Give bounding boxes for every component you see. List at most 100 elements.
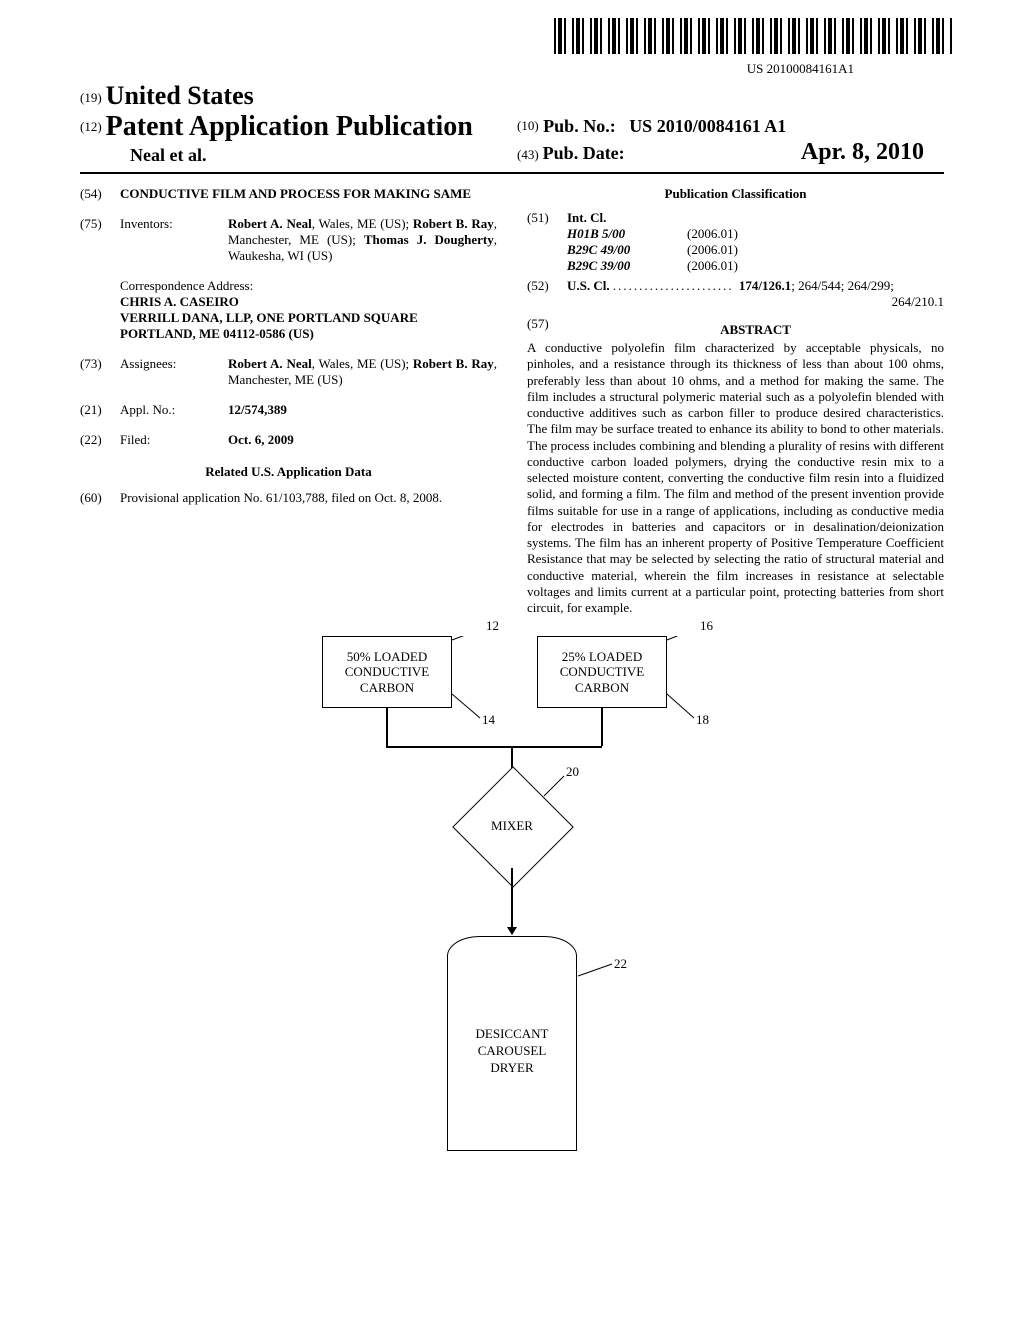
filed-value: Oct. 6, 2009 [228, 432, 497, 448]
uscl-field: (52) U.S. Cl. ....................... 17… [527, 278, 944, 310]
country-line: (19) United States [80, 81, 507, 111]
title-field: (54) CONDUCTIVE FILM AND PROCESS FOR MAK… [80, 186, 497, 202]
uscl-main: 174/126.1 [739, 278, 791, 293]
correspondence: Correspondence Address: CHRIS A. CASEIRO… [120, 278, 497, 342]
inventors-field: (75) Inventors: Robert A. Neal, Wales, M… [80, 216, 497, 264]
box2-l2: CONDUCTIVE [560, 664, 645, 680]
abstract-field: (57) ABSTRACT [527, 316, 944, 338]
intcl-ver: (2006.01) [687, 258, 738, 274]
filed-code: (22) [80, 432, 120, 448]
pub-type: Patent Application Publication [106, 111, 473, 142]
related-header: Related U.S. Application Data [80, 464, 497, 480]
classification-header: Publication Classification [527, 186, 944, 202]
uscl-dots: ....................... [613, 278, 739, 293]
correspondence-city: PORTLAND, ME 04112-0586 (US) [120, 326, 497, 342]
pub-no-label: Pub. No.: [543, 116, 616, 136]
inventors-code: (75) [80, 216, 120, 264]
intcl-field: (51) Int. Cl. H01B 5/00 (2006.01) B29C 4… [527, 210, 944, 274]
applno-label: Appl. No.: [120, 402, 228, 418]
intcl-cls: H01B 5/00 [567, 226, 687, 242]
pub-date: Apr. 8, 2010 [801, 139, 944, 166]
filed-field: (22) Filed: Oct. 6, 2009 [80, 432, 497, 448]
uscl-tail: 264/210.1 [567, 294, 944, 310]
related-text: Provisional application No. 61/103,788, … [120, 490, 497, 506]
country: United States [106, 81, 254, 110]
authors: Neal et al. [80, 145, 507, 166]
intcl-row: B29C 49/00 (2006.01) [567, 242, 944, 258]
correspondence-firm: VERRILL DANA, LLP, ONE PORTLAND SQUARE [120, 310, 497, 326]
related-field: (60) Provisional application No. 61/103,… [80, 490, 497, 506]
intcl-cls: B29C 39/00 [567, 258, 687, 274]
dryer-label: DESICCANT CAROUSEL DRYER [447, 1026, 577, 1077]
country-code: (19) [80, 90, 102, 105]
abstract-header: ABSTRACT [567, 322, 944, 338]
arrow [511, 868, 513, 934]
pub-date-line: (43) Pub. Date: Apr. 8, 2010 [517, 139, 944, 166]
line [386, 746, 602, 748]
inventors-label: Inventors: [120, 216, 228, 264]
box2-l3: CARBON [575, 680, 629, 696]
intcl-cls: B29C 49/00 [567, 242, 687, 258]
intcl-label: Int. Cl. [567, 210, 944, 226]
ref-16: 16 [700, 618, 713, 634]
box2-l1: 25% LOADED [562, 649, 643, 665]
ref-18: 18 [696, 712, 709, 728]
assignees-label: Assignees: [120, 356, 228, 388]
header: (19) United States (12) Patent Applicati… [80, 81, 944, 166]
abstract-code: (57) [527, 316, 567, 338]
intcl-ver: (2006.01) [687, 242, 738, 258]
pub-type-line: (12) Patent Application Publication [80, 111, 507, 143]
assignees-value: Robert A. Neal, Wales, ME (US); Robert B… [228, 356, 497, 388]
pub-no-code: (10) [517, 118, 539, 133]
intcl-ver: (2006.01) [687, 226, 738, 242]
applno-code: (21) [80, 402, 120, 418]
abstract-text: A conductive polyolefin film characteriz… [527, 340, 944, 616]
dryer-l2: CAROUSEL [478, 1043, 547, 1058]
flowchart: 50% LOADED CONDUCTIVE CARBON 25% LOADED … [252, 636, 772, 1156]
ref-14: 14 [482, 712, 495, 728]
pub-no: US 2010/0084161 A1 [629, 116, 786, 136]
applno-field: (21) Appl. No.: 12/574,389 [80, 402, 497, 418]
ref-20: 20 [566, 764, 579, 780]
uscl-code: (52) [527, 278, 567, 310]
pub-date-code: (43) [517, 147, 539, 163]
intcl-code: (51) [527, 210, 567, 274]
correspondence-label: Correspondence Address: [120, 278, 497, 294]
assignees-field: (73) Assignees: Robert A. Neal, Wales, M… [80, 356, 497, 388]
inventors-value: Robert A. Neal, Wales, ME (US); Robert B… [228, 216, 497, 264]
divider [80, 172, 944, 174]
line [386, 708, 388, 746]
correspondence-name: CHRIS A. CASEIRO [120, 294, 497, 310]
dryer-l3: DRYER [490, 1060, 533, 1075]
box1-l1: 50% LOADED [347, 649, 428, 665]
title-text: CONDUCTIVE FILM AND PROCESS FOR MAKING S… [120, 186, 497, 202]
line [601, 708, 603, 746]
uscl-rest: ; 264/544; 264/299; [791, 278, 894, 293]
barcode-number: US 20100084161A1 [80, 61, 954, 77]
left-column: (54) CONDUCTIVE FILM AND PROCESS FOR MAK… [80, 186, 497, 616]
uscl-label: U.S. Cl. [567, 278, 610, 293]
title-code: (54) [80, 186, 120, 202]
filed-label: Filed: [120, 432, 228, 448]
body-columns: (54) CONDUCTIVE FILM AND PROCESS FOR MAK… [80, 186, 944, 616]
pub-date-label: Pub. Date: [543, 143, 625, 164]
intcl-row: H01B 5/00 (2006.01) [567, 226, 944, 242]
mixer-label: MIXER [470, 784, 554, 868]
box1-l3: CARBON [360, 680, 414, 696]
dryer-mask [448, 956, 576, 976]
pub-type-code: (12) [80, 119, 102, 134]
pub-no-line: (10) Pub. No.: US 2010/0084161 A1 [517, 116, 944, 137]
box-25pct: 25% LOADED CONDUCTIVE CARBON [537, 636, 667, 708]
assignees-code: (73) [80, 356, 120, 388]
ref-12: 12 [486, 618, 499, 634]
intcl-row: B29C 39/00 (2006.01) [567, 258, 944, 274]
ref-22: 22 [614, 956, 627, 972]
barcode [554, 18, 954, 54]
related-code: (60) [80, 490, 120, 506]
right-column: Publication Classification (51) Int. Cl.… [527, 186, 944, 616]
barcode-block: US 20100084161A1 [80, 18, 954, 77]
box1-l2: CONDUCTIVE [345, 664, 430, 680]
applno-value: 12/574,389 [228, 402, 497, 418]
box-50pct: 50% LOADED CONDUCTIVE CARBON [322, 636, 452, 708]
dryer-l1: DESICCANT [476, 1026, 549, 1041]
